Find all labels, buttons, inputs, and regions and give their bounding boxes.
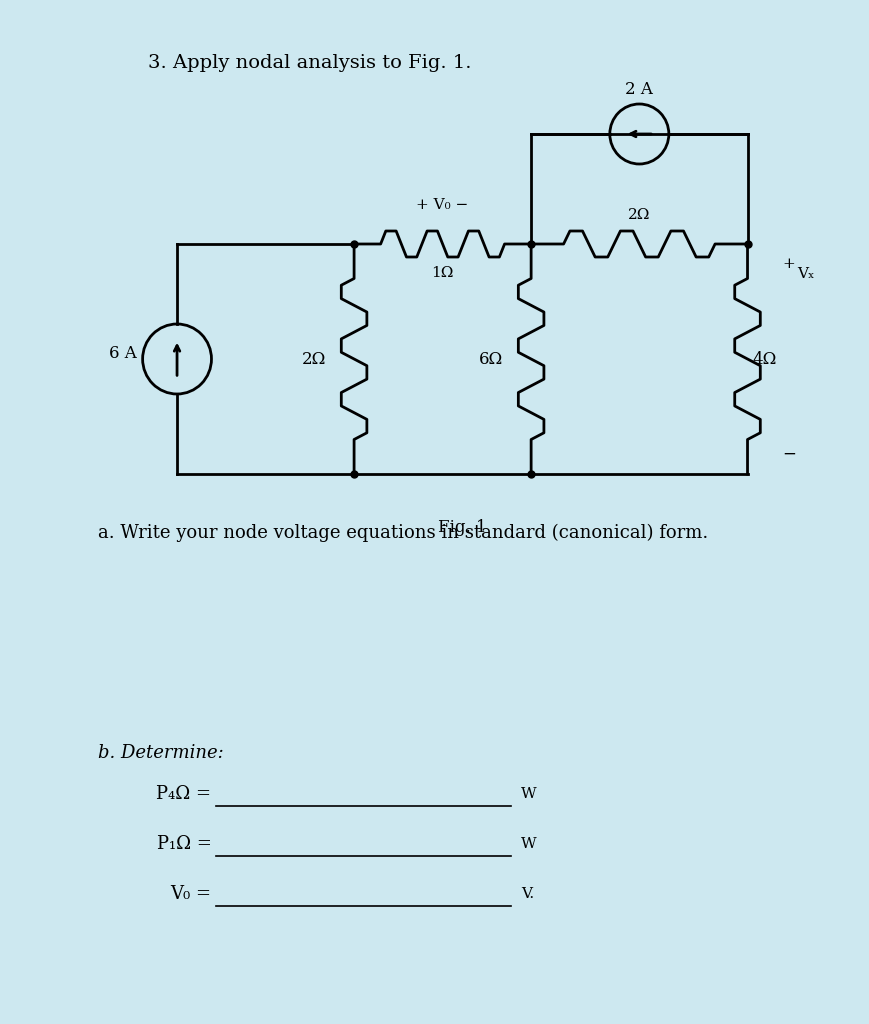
- Text: a. Write your node voltage equations in standard (canonical) form.: a. Write your node voltage equations in …: [98, 524, 708, 543]
- Text: P₄Ω =: P₄Ω =: [156, 785, 211, 803]
- Text: b. Determine:: b. Determine:: [98, 744, 224, 762]
- Text: V₀ =: V₀ =: [170, 885, 211, 903]
- Text: W: W: [521, 837, 537, 851]
- Text: +: +: [782, 257, 795, 271]
- Text: 6Ω: 6Ω: [480, 350, 504, 368]
- Text: Vₓ: Vₓ: [797, 267, 814, 281]
- Text: V.: V.: [521, 887, 534, 901]
- Text: Fig. 1: Fig. 1: [438, 519, 487, 536]
- Text: 2Ω: 2Ω: [302, 350, 327, 368]
- Text: 2 A: 2 A: [626, 81, 653, 97]
- Text: + V₀ −: + V₀ −: [416, 198, 468, 212]
- Text: 3. Apply nodal analysis to Fig. 1.: 3. Apply nodal analysis to Fig. 1.: [148, 54, 471, 72]
- Text: 6 A: 6 A: [109, 345, 136, 362]
- Text: P₁Ω =: P₁Ω =: [156, 835, 211, 853]
- Text: −: −: [782, 445, 796, 463]
- Text: W: W: [521, 787, 537, 801]
- Text: 1Ω: 1Ω: [431, 266, 454, 280]
- Text: 2Ω: 2Ω: [628, 208, 651, 222]
- Text: 4Ω: 4Ω: [753, 350, 777, 368]
